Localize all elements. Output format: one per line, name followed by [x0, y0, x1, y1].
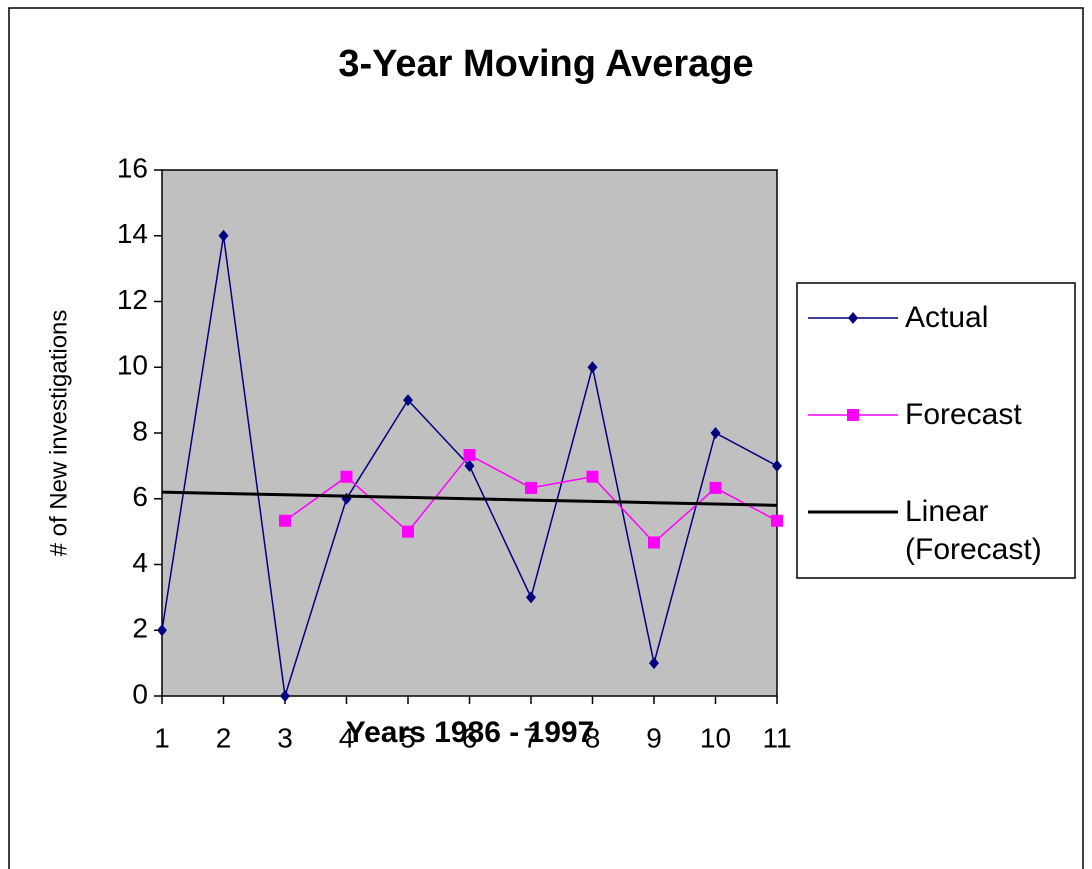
x-tick-label: 6	[462, 722, 478, 753]
y-tick-label: 0	[132, 678, 148, 709]
x-tick-label: 7	[523, 722, 539, 753]
y-tick-label: 8	[132, 415, 148, 446]
x-axis-title: Years 1986 - 1997	[346, 716, 595, 749]
legend-marker	[848, 312, 858, 324]
point	[587, 361, 598, 374]
x-tick-label: 4	[339, 722, 355, 753]
plot-area	[161, 169, 778, 697]
x-tick-label: 11	[762, 722, 791, 753]
point	[403, 394, 413, 407]
x-tick-label: 9	[646, 722, 662, 753]
point	[649, 657, 659, 670]
chart-title: 3-Year Moving Average	[338, 43, 753, 85]
point	[648, 536, 660, 549]
point	[340, 470, 353, 483]
y-tick-label: 4	[132, 547, 148, 578]
point	[157, 624, 167, 637]
x-tick-label: 8	[585, 722, 601, 753]
point	[279, 514, 291, 527]
y-tick-label: 16	[117, 152, 148, 183]
y-tick-label: 2	[132, 613, 148, 644]
point	[464, 459, 475, 472]
point	[709, 481, 722, 494]
y-tick-label: 10	[117, 350, 148, 381]
legend-box	[796, 282, 1076, 579]
series-line	[161, 490, 778, 507]
legend-label: Forecast	[905, 398, 1022, 431]
x-tick-label: 1	[154, 722, 170, 753]
legend-label: Actual	[905, 301, 989, 334]
point	[280, 690, 290, 702]
y-tick-label: 14	[117, 218, 148, 249]
point	[586, 470, 599, 483]
x-tick-label: 3	[277, 722, 293, 753]
y-tick-label: 6	[132, 481, 148, 512]
x-tick-label: 10	[700, 722, 731, 753]
x-tick-label: 2	[216, 722, 232, 753]
y-tick-label: 12	[117, 284, 148, 315]
legend-marker	[847, 409, 859, 421]
legend-label: Linear (Forecast)	[905, 495, 1042, 566]
y-axis-title: # of New investigations	[45, 310, 72, 557]
point	[463, 449, 476, 462]
point	[525, 481, 537, 494]
point	[402, 525, 414, 538]
point	[771, 514, 783, 527]
point	[526, 591, 536, 604]
point	[218, 229, 229, 242]
point	[710, 427, 721, 439]
point	[772, 459, 782, 472]
x-tick-label: 5	[400, 722, 416, 753]
